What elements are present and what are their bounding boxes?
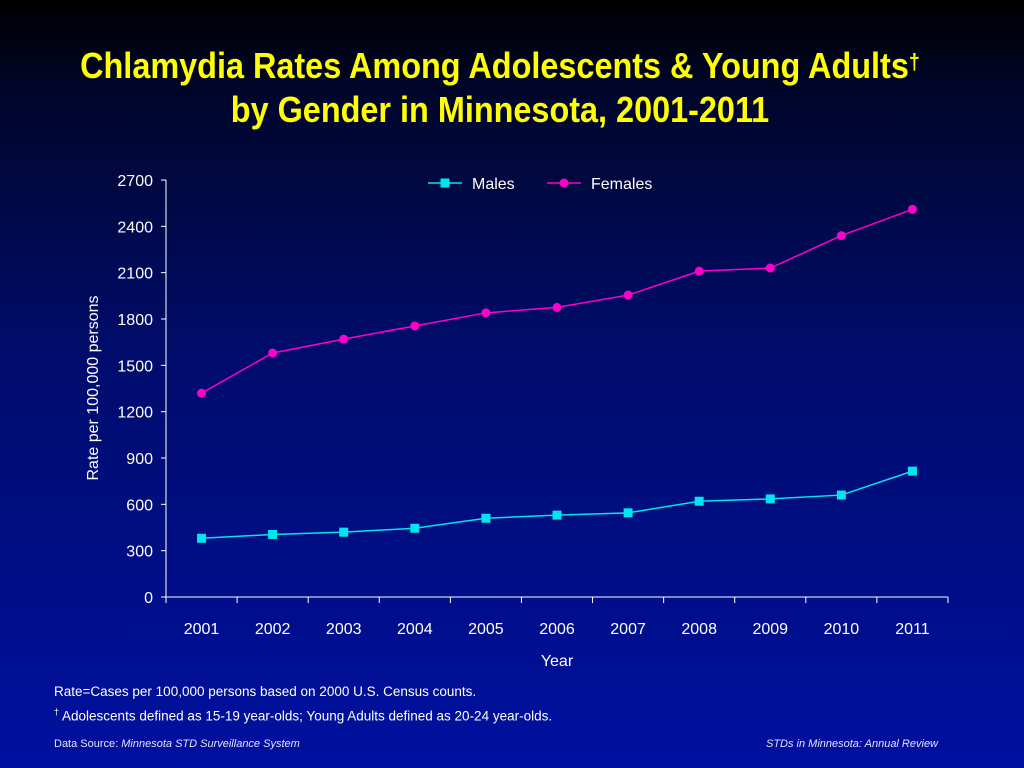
data-point-females	[552, 302, 562, 312]
y-tick-label: 1500	[117, 358, 153, 375]
note-dagger: †	[54, 707, 60, 717]
legend-label-males: Males	[472, 176, 515, 193]
data-point-males	[694, 496, 704, 506]
data-point-males	[197, 533, 207, 543]
data-point-males	[552, 510, 562, 520]
data-point-females	[410, 321, 420, 331]
data-point-males	[836, 490, 846, 500]
chart-axes: 0 300 600 900 1200 1500 1800 2100 2400 2700 2001 20…	[85, 173, 949, 670]
x-tick-label: 2002	[255, 621, 291, 638]
y-tick-label: 900	[126, 451, 153, 468]
data-point-males	[623, 508, 633, 518]
data-point-females	[197, 388, 207, 398]
x-tick-label: 2006	[539, 621, 575, 638]
x-tick-label: 2001	[184, 621, 220, 638]
data-point-females	[339, 334, 349, 344]
series-females	[197, 204, 917, 398]
x-tick-label: 2008	[681, 621, 717, 638]
y-tick-label: 1800	[117, 312, 153, 329]
series-line-males	[201, 470, 913, 540]
data-point-males	[339, 527, 349, 537]
x-tick-label: 2011	[895, 621, 930, 638]
data-point-females	[907, 204, 917, 214]
data-point-males	[765, 494, 775, 504]
data-point-females	[481, 308, 491, 318]
data-point-females	[623, 290, 633, 300]
x-tick-label: 2004	[397, 621, 433, 638]
data-point-females	[765, 263, 775, 273]
title-line-1: Chlamydia Rates Among Adolescents & Youn…	[80, 45, 920, 86]
data-point-males	[268, 529, 278, 539]
legend-label-females: Females	[591, 176, 652, 193]
age-definition-note: † Adolescents defined as 15-19 year-olds…	[54, 707, 553, 724]
title-line-2: by Gender in Minnesota, 2001-2011	[230, 89, 770, 130]
x-axis-title: Year	[541, 653, 574, 670]
x-tick-label: 2009	[752, 621, 788, 638]
chart-series	[197, 204, 917, 543]
x-tick-label: 2005	[468, 621, 504, 638]
title-dagger: †	[908, 49, 920, 74]
y-tick-label: 2400	[117, 219, 153, 236]
footer-publication: STDs in Minnesota: Annual Review	[766, 738, 939, 750]
y-axis-title: Rate per 100,000 persons	[85, 295, 102, 480]
x-tick-label: 2007	[610, 621, 646, 638]
series-line-females	[201, 208, 913, 394]
data-source-name: Minnesota STD Surveillance System	[121, 738, 300, 750]
slide-title: Chlamydia Rates Among Adolescents & Youn…	[50, 44, 950, 132]
y-tick-label: 0	[144, 590, 153, 607]
data-point-males	[481, 513, 491, 523]
x-tick-label: 2003	[326, 621, 362, 638]
legend-marker-females	[559, 178, 569, 188]
series-males	[197, 466, 917, 543]
y-tick-label: 600	[126, 497, 153, 514]
legend-entry-females: Females	[547, 176, 652, 193]
legend-marker-males	[440, 178, 450, 188]
x-tick-label: 2010	[824, 621, 860, 638]
data-source: Data Source: Minnesota STD Surveillance …	[54, 738, 300, 750]
chart-legend: Males Females	[428, 176, 652, 193]
data-point-males	[907, 466, 917, 476]
y-tick-label: 1200	[117, 405, 153, 422]
data-point-females	[268, 348, 278, 358]
data-point-females	[694, 266, 704, 276]
data-point-males	[410, 523, 420, 533]
y-tick-label: 2700	[117, 173, 153, 190]
rate-note: Rate=Cases per 100,000 persons based on …	[54, 684, 477, 699]
y-tick-label: 2100	[117, 266, 153, 283]
y-tick-label: 300	[126, 544, 153, 561]
data-point-females	[836, 231, 846, 241]
legend-entry-males: Males	[428, 176, 515, 193]
